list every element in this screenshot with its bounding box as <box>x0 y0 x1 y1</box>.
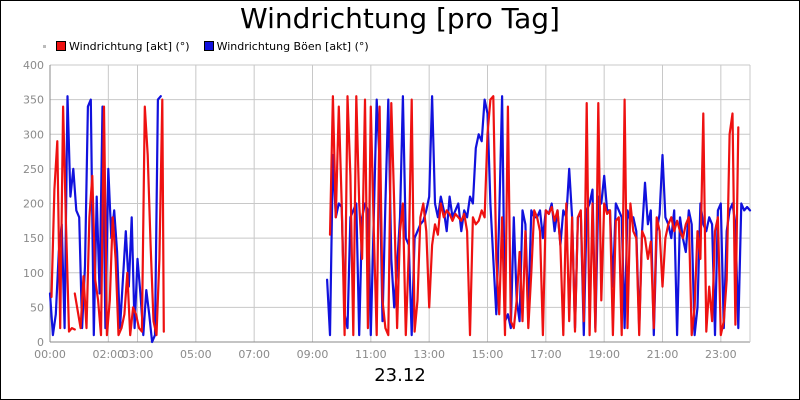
x-tick-label: 05:00 <box>180 348 212 361</box>
y-tick-label: 400 <box>23 59 44 72</box>
y-tick-label: 300 <box>23 128 44 141</box>
x-tick-label: 23:00 <box>705 348 737 361</box>
x-tick-label: 11:00 <box>355 348 387 361</box>
legend-item-windrichtung: Windrichtung [akt] (°) <box>56 40 190 53</box>
y-tick-label: 0 <box>37 336 44 349</box>
y-tick-label: 50 <box>30 301 44 314</box>
legend-label-windrichtung: Windrichtung [akt] (°) <box>69 39 190 53</box>
x-tick-label: 00:00 <box>34 348 66 361</box>
x-tick-label: 09:00 <box>297 348 329 361</box>
y-tick-label: 200 <box>23 198 44 211</box>
legend: Windrichtung [akt] (°) Windrichtung Böen… <box>43 39 383 53</box>
x-tick-label: 13:00 <box>413 348 445 361</box>
y-tick-label: 150 <box>23 232 44 245</box>
x-tick-label: 15:00 <box>472 348 504 361</box>
legend-swatch-blue <box>203 41 214 51</box>
series-line-boeen-1 <box>326 95 752 337</box>
legend-swatch-red <box>56 41 66 51</box>
x-tick-label: 21:00 <box>647 348 679 361</box>
legend-label-boeen: Windrichtung Böen [akt] (°) <box>216 39 369 53</box>
chart-title: Windrichtung [pro Tag] <box>240 2 560 35</box>
y-tick-label: 250 <box>23 163 44 176</box>
y-tick-label: 100 <box>23 267 44 280</box>
legend-toggle-dot <box>43 44 46 48</box>
series-line-windrichtung-0 <box>50 105 76 333</box>
x-tick-label: 02:00 <box>92 348 124 361</box>
x-tick-label: 19:00 <box>588 348 620 361</box>
x-axis-title: 23.12 <box>374 365 426 386</box>
x-tick-label: 03:00 <box>122 348 154 361</box>
x-tick-label: 17:00 <box>530 348 562 361</box>
x-tick-label: 07:00 <box>238 348 270 361</box>
series-line-windrichtung-2 <box>328 95 740 337</box>
series-line-windrichtung-1 <box>73 98 165 337</box>
y-tick-label: 350 <box>23 94 44 107</box>
legend-item-boeen: Windrichtung Böen [akt] (°) <box>203 39 369 53</box>
